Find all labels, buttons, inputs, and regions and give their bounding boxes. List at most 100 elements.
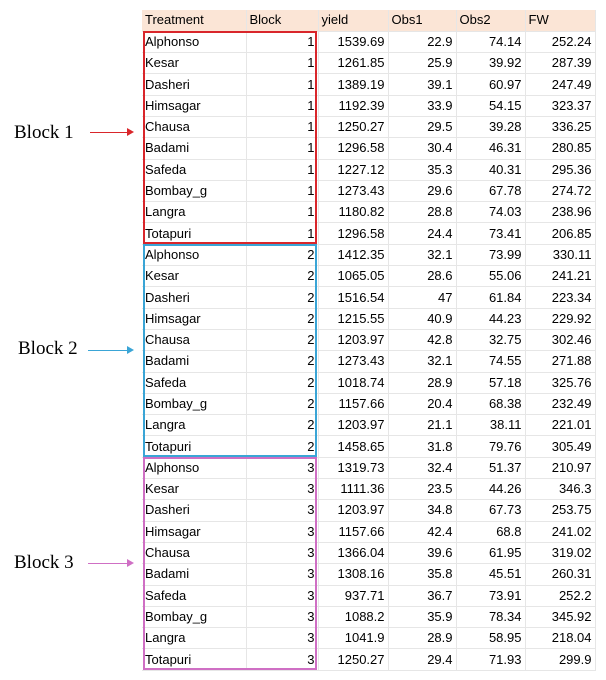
cell-treatment: Alphonso <box>142 31 247 54</box>
cell-obs1: 35.9 <box>388 606 457 629</box>
table-row: Himsagar 3 1157.66 42.4 68.8 241.02 <box>142 521 596 543</box>
cell-yield: 1018.74 <box>318 372 389 394</box>
cell-fw: 274.72 <box>525 180 596 203</box>
cell-block: 1 <box>246 52 319 75</box>
cell-block: 3 <box>246 478 319 501</box>
cell-block: 2 <box>246 414 319 437</box>
cell-obs2: 67.78 <box>456 180 526 203</box>
cell-obs1: 36.7 <box>388 585 457 607</box>
cell-treatment: Bombay_g <box>142 180 247 203</box>
cell-treatment: Langra <box>142 627 247 650</box>
col-header-yield: yield <box>318 10 389 32</box>
cell-fw: 287.39 <box>525 52 596 75</box>
cell-fw: 336.25 <box>525 116 596 139</box>
cell-obs2: 61.95 <box>456 542 526 565</box>
table-row: Alphonso 1 1539.69 22.9 74.14 252.24 <box>142 31 596 54</box>
cell-fw: 330.11 <box>525 244 596 267</box>
cell-fw: 210.97 <box>525 457 596 480</box>
table-row: Alphonso 3 1319.73 32.4 51.37 210.97 <box>142 457 596 480</box>
cell-obs1: 32.1 <box>388 244 457 267</box>
cell-obs2: 73.91 <box>456 585 526 607</box>
cell-obs1: 34.8 <box>388 499 457 522</box>
table-row: Bombay_g 3 1088.2 35.9 78.34 345.92 <box>142 606 596 629</box>
cell-yield: 1157.66 <box>318 393 389 416</box>
table-row: Totapuri 3 1250.27 29.4 71.93 299.9 <box>142 648 596 671</box>
block1-label: Block 1 <box>14 122 74 143</box>
cell-fw: 232.49 <box>525 393 596 416</box>
cell-yield: 1192.39 <box>318 95 389 117</box>
cell-obs2: 60.97 <box>456 73 526 96</box>
cell-obs1: 29.5 <box>388 116 457 139</box>
cell-block: 3 <box>246 585 319 607</box>
cell-block: 2 <box>246 265 319 288</box>
cell-obs2: 73.41 <box>456 222 526 245</box>
cell-block: 1 <box>246 137 319 160</box>
cell-block: 1 <box>246 180 319 203</box>
cell-yield: 1308.16 <box>318 563 389 586</box>
cell-fw: 346.3 <box>525 478 596 501</box>
cell-yield: 1041.9 <box>318 627 389 650</box>
cell-obs2: 57.18 <box>456 372 526 394</box>
cell-yield: 1273.43 <box>318 180 389 203</box>
table-row: Badami 1 1296.58 30.4 46.31 280.85 <box>142 137 596 160</box>
cell-block: 1 <box>246 73 319 96</box>
table-row: Chausa 2 1203.97 42.8 32.75 302.46 <box>142 329 596 352</box>
cell-obs2: 32.75 <box>456 329 526 352</box>
table-row: Kesar 1 1261.85 25.9 39.92 287.39 <box>142 52 596 75</box>
table-row: Dasheri 1 1389.19 39.1 60.97 247.49 <box>142 73 596 96</box>
cell-fw: 325.76 <box>525 372 596 394</box>
cell-yield: 1180.82 <box>318 201 389 224</box>
cell-block: 3 <box>246 499 319 522</box>
cell-block: 1 <box>246 31 319 54</box>
table-row: Bombay_g 1 1273.43 29.6 67.78 274.72 <box>142 180 596 203</box>
cell-fw: 323.37 <box>525 95 596 117</box>
table-row: Himsagar 2 1215.55 40.9 44.23 229.92 <box>142 308 596 330</box>
cell-obs2: 38.11 <box>456 414 526 437</box>
cell-obs2: 68.8 <box>456 521 526 543</box>
cell-obs1: 22.9 <box>388 31 457 54</box>
cell-treatment: Badami <box>142 350 247 373</box>
cell-treatment: Bombay_g <box>142 606 247 629</box>
cell-block: 2 <box>246 372 319 394</box>
cell-yield: 1261.85 <box>318 52 389 75</box>
cell-obs1: 28.8 <box>388 201 457 224</box>
cell-yield: 1215.55 <box>318 308 389 330</box>
cell-obs1: 25.9 <box>388 52 457 75</box>
cell-block: 3 <box>246 627 319 650</box>
cell-obs1: 32.1 <box>388 350 457 373</box>
cell-obs2: 73.99 <box>456 244 526 267</box>
cell-yield: 1516.54 <box>318 286 389 309</box>
cell-obs2: 74.03 <box>456 201 526 224</box>
cell-treatment: Dasheri <box>142 499 247 522</box>
cell-yield: 1203.97 <box>318 499 389 522</box>
cell-fw: 271.88 <box>525 350 596 373</box>
cell-obs1: 47 <box>388 286 457 309</box>
cell-obs2: 44.23 <box>456 308 526 330</box>
cell-obs2: 55.06 <box>456 265 526 288</box>
cell-block: 3 <box>246 457 319 480</box>
cell-fw: 221.01 <box>525 414 596 437</box>
cell-block: 2 <box>246 329 319 352</box>
cell-yield: 1458.65 <box>318 435 389 458</box>
cell-block: 1 <box>246 95 319 117</box>
col-header-fw: FW <box>525 10 596 32</box>
data-table: Treatment Block yield Obs1 Obs2 FW Alpho… <box>142 10 596 671</box>
cell-yield: 1088.2 <box>318 606 389 629</box>
cell-treatment: Chausa <box>142 329 247 352</box>
table-row: Kesar 3 1111.36 23.5 44.26 346.3 <box>142 478 596 501</box>
cell-obs1: 35.3 <box>388 159 457 181</box>
cell-block: 1 <box>246 116 319 139</box>
table-row: Totapuri 2 1458.65 31.8 79.76 305.49 <box>142 435 596 458</box>
cell-obs2: 39.92 <box>456 52 526 75</box>
cell-obs2: 39.28 <box>456 116 526 139</box>
cell-fw: 295.36 <box>525 159 596 181</box>
table-row: Dasheri 3 1203.97 34.8 67.73 253.75 <box>142 499 596 522</box>
cell-yield: 1366.04 <box>318 542 389 565</box>
cell-yield: 1319.73 <box>318 457 389 480</box>
cell-obs1: 28.6 <box>388 265 457 288</box>
cell-fw: 345.92 <box>525 606 596 629</box>
cell-treatment: Safeda <box>142 372 247 394</box>
cell-obs2: 71.93 <box>456 648 526 671</box>
table-row: Langra 1 1180.82 28.8 74.03 238.96 <box>142 201 596 224</box>
cell-obs1: 29.6 <box>388 180 457 203</box>
